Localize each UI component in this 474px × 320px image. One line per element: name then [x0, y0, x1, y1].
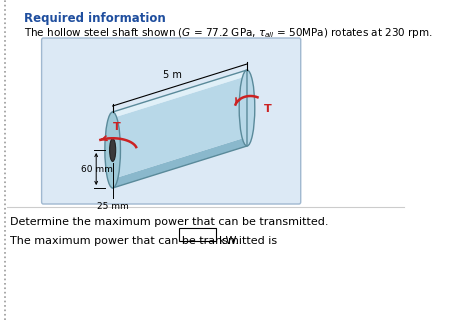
Text: The hollow steel shaft shown ($G$ = 77.2 GPa, $\tau_{all}$ = 50MPa) rotates at 2: The hollow steel shaft shown ($G$ = 77.2…	[24, 26, 433, 40]
Polygon shape	[113, 76, 247, 179]
Ellipse shape	[239, 70, 255, 146]
Text: Required information: Required information	[24, 12, 166, 25]
Text: kW.: kW.	[219, 236, 239, 246]
Ellipse shape	[105, 112, 120, 188]
Text: T: T	[264, 104, 272, 114]
Polygon shape	[113, 137, 247, 188]
FancyBboxPatch shape	[42, 38, 301, 204]
Text: 25 mm: 25 mm	[97, 202, 128, 211]
Text: 5 m: 5 m	[164, 70, 182, 80]
Bar	[179, 228, 216, 241]
Text: Determine the maximum power that can be transmitted.: Determine the maximum power that can be …	[10, 217, 329, 227]
Text: The maximum power that can be transmitted is: The maximum power that can be transmitte…	[10, 236, 277, 246]
Text: T: T	[113, 122, 121, 132]
Ellipse shape	[109, 139, 116, 161]
Text: 60 mm: 60 mm	[81, 164, 112, 173]
Polygon shape	[113, 70, 247, 118]
